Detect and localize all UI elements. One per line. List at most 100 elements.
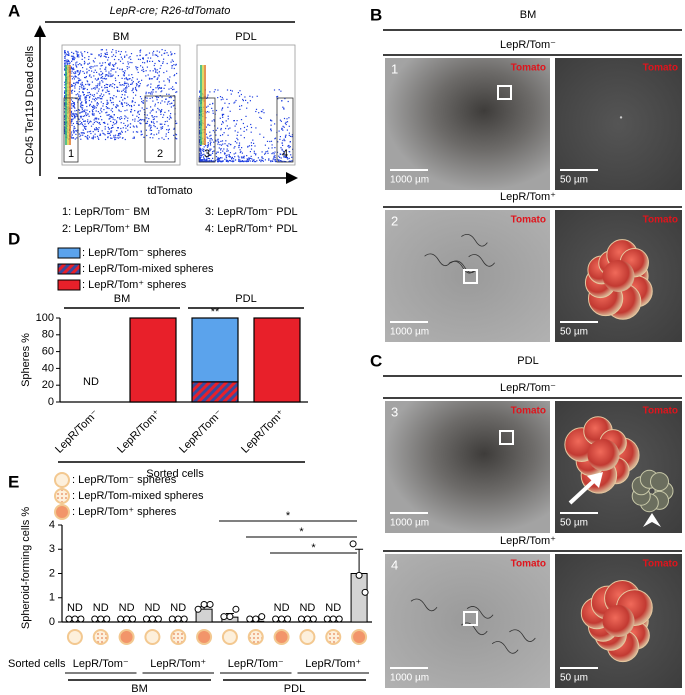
sphere-icon	[221, 629, 238, 645]
event-dot	[142, 57, 144, 59]
event-dot	[203, 146, 205, 148]
event-dot	[226, 125, 228, 127]
event-dot	[108, 93, 110, 95]
event-dot	[284, 155, 286, 157]
event-dot	[283, 117, 286, 120]
value-label: ND	[299, 602, 315, 614]
event-dot	[227, 106, 229, 108]
event-dot	[170, 53, 173, 55]
event-dot	[92, 66, 94, 68]
event-dot	[154, 103, 156, 105]
event-dot	[139, 51, 141, 53]
event-dot	[68, 53, 70, 55]
event-dot	[169, 116, 172, 118]
gate	[276, 97, 294, 163]
event-dot	[81, 87, 83, 89]
event-dot	[164, 111, 166, 113]
event-dot	[116, 121, 118, 123]
event-dot	[169, 103, 171, 105]
event-dot	[203, 158, 205, 160]
event-dot	[75, 133, 77, 135]
group-label: BM	[114, 293, 131, 305]
event-dot	[239, 105, 241, 107]
event-dot	[74, 84, 77, 86]
event-dot	[135, 83, 138, 85]
event-dot	[64, 108, 66, 110]
event-dot	[260, 159, 262, 161]
event-dot	[278, 155, 280, 157]
event-dot	[104, 75, 107, 77]
event-dot	[152, 108, 154, 111]
event-dot	[287, 158, 289, 160]
event-dot	[100, 49, 102, 51]
event-dot	[107, 107, 109, 109]
event-dot	[105, 86, 107, 88]
event-dot	[163, 87, 165, 89]
event-dot	[109, 63, 111, 65]
event-dot	[270, 119, 272, 122]
event-dot	[149, 92, 151, 94]
event-dot	[163, 58, 165, 60]
annotation: ND	[83, 376, 99, 388]
event-dot	[220, 140, 222, 142]
event-dot	[81, 84, 84, 86]
event-dot	[152, 91, 154, 93]
event-dot	[101, 130, 103, 132]
data-point	[148, 615, 156, 623]
event-dot	[141, 69, 143, 71]
event-dot	[114, 84, 116, 86]
event-dot	[163, 80, 165, 82]
speck	[619, 116, 623, 119]
event-dot	[92, 136, 94, 139]
event-dot	[203, 158, 205, 161]
event-dot	[225, 157, 228, 159]
event-dot	[143, 109, 145, 111]
event-dot	[108, 90, 110, 92]
event-dot	[120, 103, 122, 105]
event-dot	[143, 136, 145, 138]
event-dot	[83, 120, 85, 122]
event-dot	[108, 132, 110, 135]
event-dot	[199, 130, 201, 132]
event-dot	[137, 120, 139, 122]
event-dot	[103, 109, 105, 111]
event-dot	[110, 137, 112, 139]
event-dot	[112, 98, 114, 100]
event-dot	[107, 131, 109, 133]
event-dot	[119, 136, 121, 138]
event-dot	[199, 124, 201, 126]
event-dot	[135, 88, 137, 90]
event-dot	[172, 89, 174, 91]
event-dot	[93, 71, 95, 73]
event-dot	[89, 66, 91, 68]
event-dot	[283, 108, 285, 110]
data-point	[71, 615, 79, 623]
event-dot	[246, 125, 248, 127]
event-dot	[135, 66, 137, 68]
event-dot	[224, 102, 226, 104]
legend-label: : LepR/Tom-mixed spheres	[72, 490, 204, 502]
data-point	[206, 600, 214, 608]
event-dot	[118, 117, 121, 119]
event-dot	[80, 115, 82, 117]
group-label: LepR/Tom⁺	[150, 658, 206, 670]
event-dot	[241, 152, 243, 154]
event-dot	[88, 69, 90, 72]
event-dot	[137, 131, 139, 133]
event-dot	[134, 120, 136, 122]
event-dot	[135, 94, 137, 96]
event-dot	[239, 160, 242, 163]
event-dot	[139, 54, 141, 56]
event-dot	[122, 127, 124, 129]
event-dot	[111, 75, 113, 77]
event-dot	[261, 151, 263, 153]
event-dot	[88, 84, 90, 86]
event-dot	[110, 127, 112, 129]
event-dot	[215, 139, 217, 141]
event-dot	[263, 136, 265, 138]
event-dot	[152, 54, 154, 56]
event-dot	[78, 123, 80, 126]
event-dot	[134, 86, 137, 89]
event-dot	[127, 96, 129, 98]
event-dot	[261, 157, 263, 159]
